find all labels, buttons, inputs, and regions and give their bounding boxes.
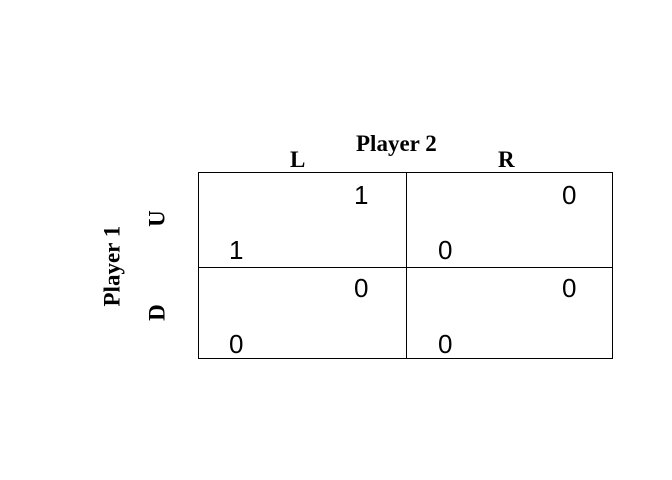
- column-player-label: Player 2: [356, 131, 437, 156]
- payoff-ul-player1: 1: [229, 235, 244, 265]
- payoff-ur-player2: 0: [562, 180, 577, 210]
- row-player-label: Player 1: [99, 225, 125, 307]
- column-strategy-l: L: [290, 147, 306, 172]
- payoff-dl-player2: 0: [354, 273, 369, 303]
- payoff-dr-player2: 0: [562, 273, 577, 303]
- payoff-dl-player1: 0: [229, 329, 244, 359]
- payoff-dr-player1: 0: [438, 329, 453, 359]
- grid-vertical-divider: [406, 173, 407, 358]
- row-strategy-u: U: [144, 210, 170, 227]
- column-strategy-r: R: [498, 147, 515, 172]
- payoff-ul-player2: 1: [354, 180, 369, 210]
- payoff-grid: [198, 172, 613, 359]
- payoff-ur-player1: 0: [438, 235, 453, 265]
- grid-horizontal-divider: [199, 267, 612, 268]
- row-strategy-d: D: [144, 304, 170, 321]
